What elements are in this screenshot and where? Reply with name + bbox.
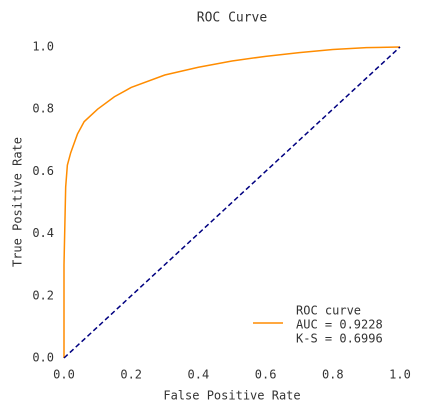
y-tick-label: 0.4 bbox=[32, 226, 54, 240]
y-tick-label: 1.0 bbox=[32, 40, 54, 54]
y-tick-label: 0.6 bbox=[32, 164, 54, 178]
roc-line bbox=[63, 46, 401, 358]
x-tick-label: 1.0 bbox=[389, 368, 411, 382]
legend-note: AUC = 0.9228 bbox=[296, 318, 383, 332]
x-tick-label: 0.8 bbox=[322, 368, 344, 382]
diagonal-line bbox=[63, 46, 401, 359]
legend-note: K-S = 0.6996 bbox=[296, 332, 383, 346]
legend-label: ROC curve bbox=[296, 304, 361, 318]
x-axis-label: False Positive Rate bbox=[163, 389, 300, 403]
x-tick-label: 0.4 bbox=[188, 368, 210, 382]
y-tick-label: 0.0 bbox=[32, 351, 54, 365]
y-tick-label: 0.2 bbox=[32, 288, 54, 302]
x-tick-label: 0.6 bbox=[255, 368, 277, 382]
y-axis-label: True Positive Rate bbox=[11, 137, 25, 267]
x-tick-label: 0.0 bbox=[53, 368, 75, 382]
y-tick-label: 0.8 bbox=[32, 102, 54, 116]
x-tick-label: 0.2 bbox=[120, 368, 142, 382]
chart-title: ROC Curve bbox=[197, 11, 268, 26]
